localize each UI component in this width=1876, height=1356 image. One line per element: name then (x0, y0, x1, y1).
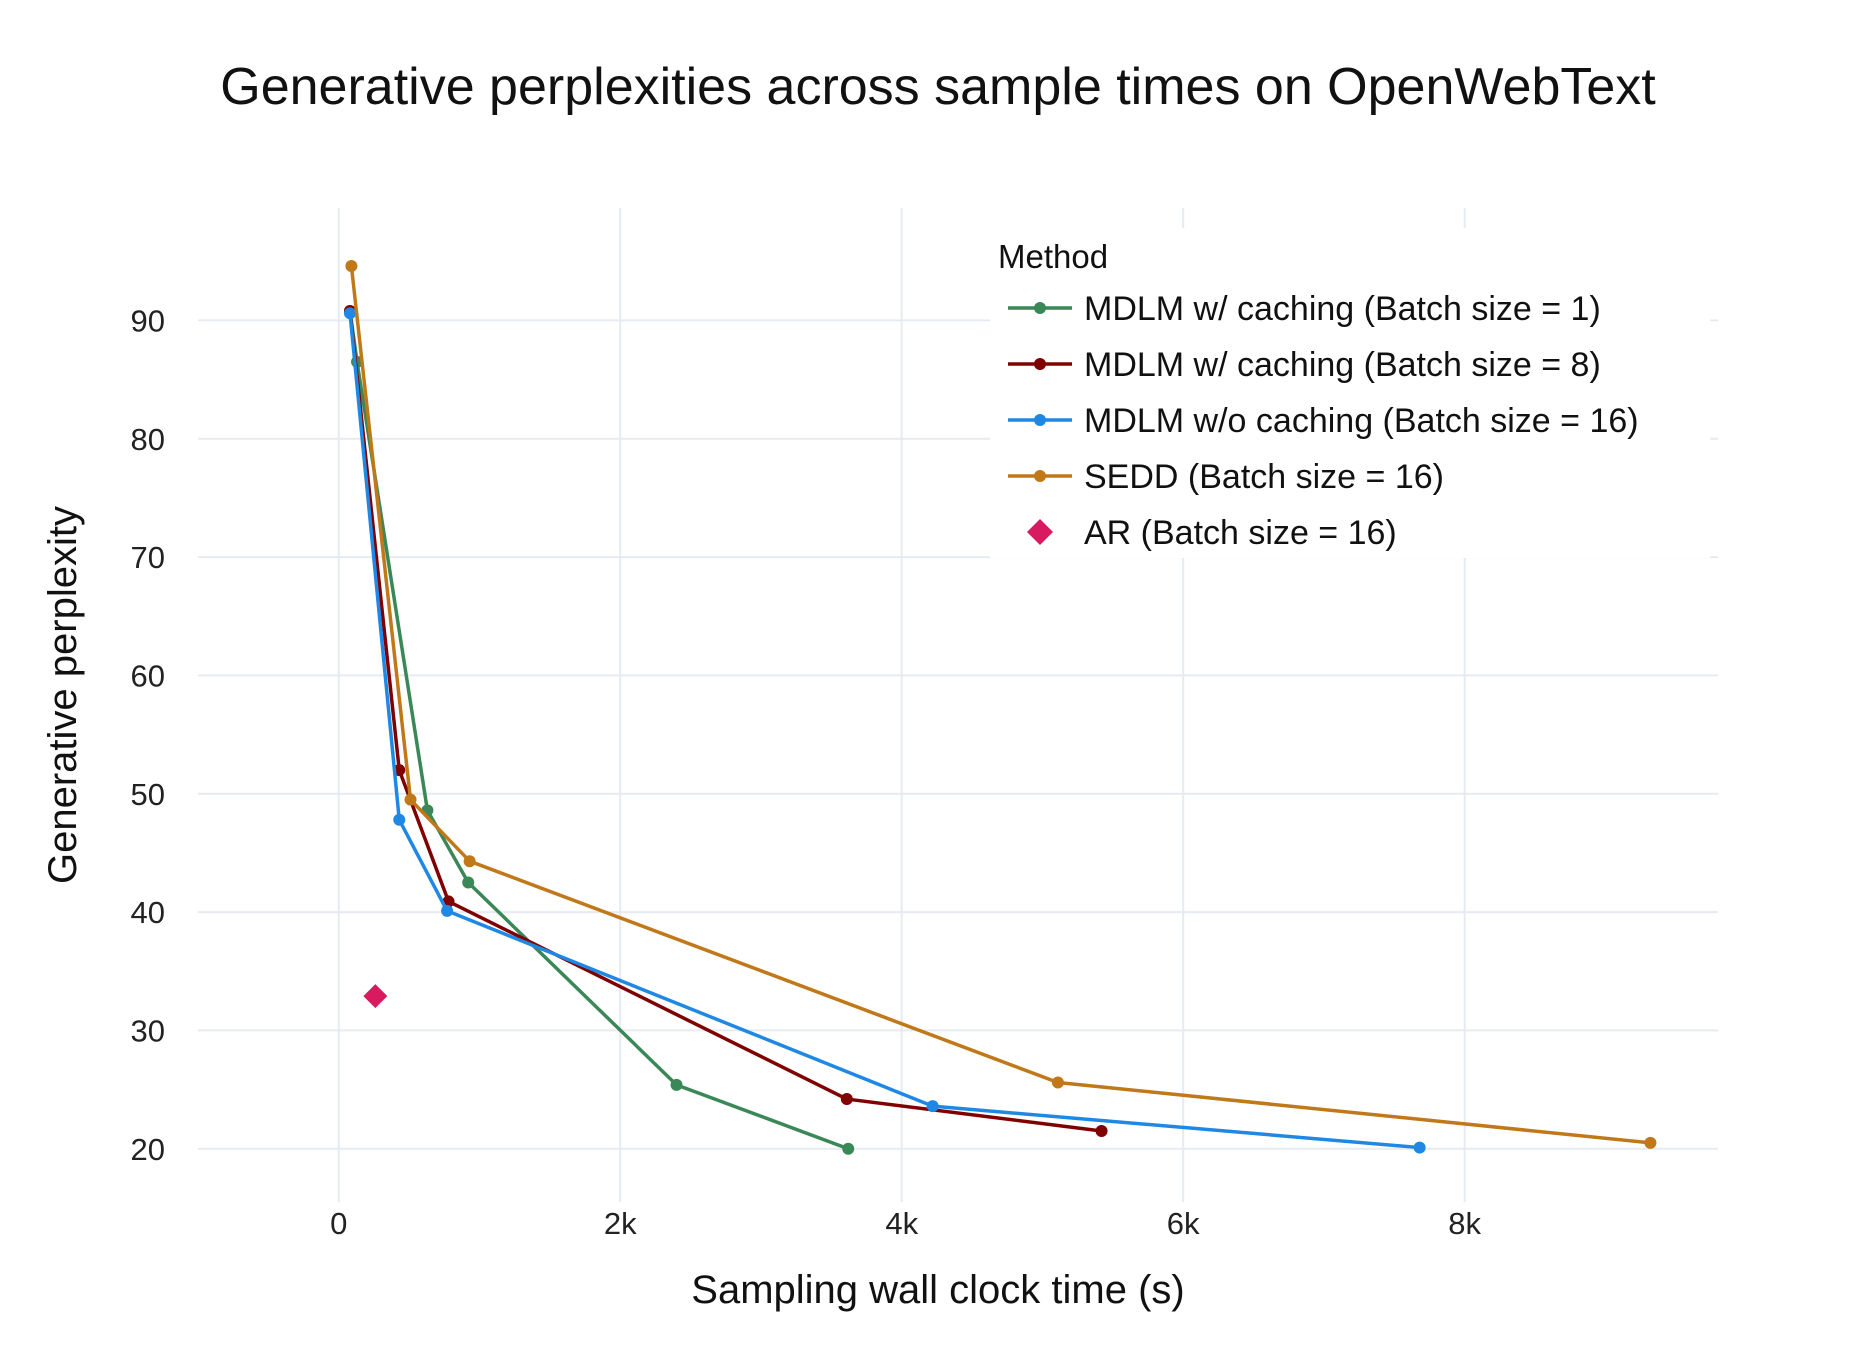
legend-item-mdlm-w-caching-batch-size-8: MDLM w/ caching (Batch size = 8) (1008, 346, 1601, 384)
series-mdlm-w-caching-batch-size-1 (344, 304, 855, 1155)
legend-label: SEDD (Batch size = 16) (1084, 458, 1444, 496)
data-point (344, 307, 356, 320)
legend-label: MDLM w/ caching (Batch size = 1) (1084, 290, 1601, 328)
y-tick-label: 50 (131, 777, 165, 812)
legend-background (990, 228, 1710, 558)
legend-marker (1034, 358, 1046, 370)
legend-item-mdlm-w-caching-batch-size-1: MDLM w/ caching (Batch size = 1) (1008, 290, 1601, 328)
series-line (348, 310, 849, 1151)
legend-label: AR (Batch size = 16) (1084, 514, 1397, 552)
y-tick-label: 20 (131, 1132, 165, 1167)
data-point (1051, 1076, 1064, 1089)
data-point-diamond (363, 984, 388, 1009)
data-point (670, 1078, 683, 1091)
legend-items: MDLM w/ caching (Batch size = 1) MDLM w/ … (1008, 290, 1639, 552)
data-point (926, 1100, 939, 1113)
legend-marker-diamond (1027, 519, 1053, 545)
data-point (463, 855, 476, 868)
legend-label: MDLM w/ caching (Batch size = 8) (1084, 346, 1601, 384)
legend-marker (1034, 470, 1046, 482)
y-tick-label: 70 (131, 540, 165, 575)
tick-labels: 0 2k 4k 6k 8k 20 30 40 50 60 70 80 90 (131, 303, 1482, 1241)
data-point (441, 904, 454, 917)
x-tick-label: 0 (330, 1206, 347, 1241)
legend-label: MDLM w/o caching (Batch size = 16) (1084, 402, 1639, 440)
legend: Method MDLM w/ caching (Batch size = 1)M… (990, 228, 1710, 558)
x-tick-label: 6k (1167, 1206, 1200, 1241)
x-tick-label: 2k (604, 1206, 637, 1241)
legend-title: Method (998, 238, 1108, 275)
chart-title: Generative perplexities across sample ti… (220, 58, 1656, 116)
data-point (842, 1142, 855, 1155)
legend-marker (1034, 302, 1046, 314)
series-sedd-batch-size-16 (345, 259, 1657, 1149)
data-point (345, 259, 358, 272)
y-tick-label: 40 (131, 895, 165, 930)
legend-item-ar-batch-size-16: AR (Batch size = 16) (1027, 514, 1397, 552)
x-tick-label: 8k (1448, 1206, 1481, 1241)
legend-item-mdlm-w-o-caching-batch-size-16: MDLM w/o caching (Batch size = 16) (1008, 402, 1639, 440)
x-tick-label: 4k (885, 1206, 918, 1241)
data-point (1413, 1141, 1426, 1154)
series-layer (344, 259, 1657, 1155)
legend-item-sedd-batch-size-16: SEDD (Batch size = 16) (1008, 458, 1444, 496)
data-point (393, 813, 406, 826)
data-point (1095, 1125, 1108, 1137)
series-line (348, 310, 1102, 1133)
data-point (1644, 1136, 1657, 1149)
y-tick-label: 80 (131, 422, 165, 457)
data-point (462, 876, 475, 889)
y-tick-label: 30 (131, 1013, 165, 1048)
y-tick-label: 90 (131, 303, 165, 338)
series-mdlm-w-o-caching-batch-size-16 (344, 307, 1426, 1154)
data-point (404, 793, 417, 806)
data-point (840, 1093, 853, 1106)
series-ar-batch-size-16 (363, 984, 388, 1009)
legend-marker (1034, 414, 1046, 426)
y-tick-label: 60 (131, 658, 165, 693)
x-axis-title: Sampling wall clock time (s) (691, 1268, 1184, 1312)
y-axis-title: Generative perplexity (41, 506, 85, 884)
